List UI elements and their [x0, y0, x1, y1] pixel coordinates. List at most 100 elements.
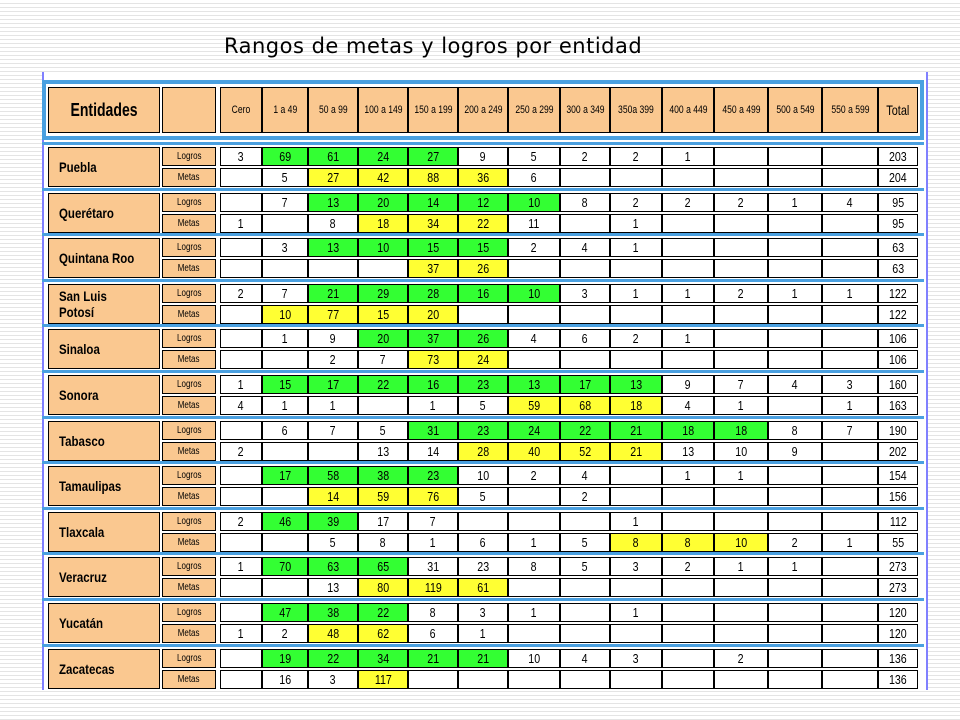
table-cell-text: 7	[330, 423, 336, 438]
table-cell: 16	[458, 284, 508, 303]
header-col-11: 500 a 549	[768, 87, 822, 133]
table-cell-text: 2	[531, 468, 537, 483]
table-cell-text: 1	[238, 216, 244, 231]
row-label-metas-text: Metas	[178, 446, 200, 457]
table-cell	[768, 512, 822, 531]
table-cell-text: 8	[380, 535, 386, 550]
row-label-metas-text: Metas	[178, 674, 200, 685]
table-cell: 39	[308, 512, 358, 531]
table-cell-text: 3	[633, 559, 639, 574]
table-cell: 22	[308, 649, 358, 668]
table-cell-text: 7	[738, 377, 744, 392]
table-cell-text: 10	[377, 240, 389, 255]
table-cell	[262, 442, 308, 461]
table-cell: 22	[358, 375, 408, 394]
table-cell: 70	[262, 557, 308, 576]
table-cell-text: 16	[427, 377, 439, 392]
table-cell-text: 3	[847, 377, 853, 392]
table-cell: 48	[308, 624, 358, 643]
table-cell: 23	[458, 375, 508, 394]
row-label-logros: Logros	[162, 557, 216, 576]
entity-name-text: Puebla	[59, 159, 97, 175]
table-cell	[610, 487, 662, 506]
table-cell-text: 21	[327, 286, 339, 301]
table-cell	[822, 147, 878, 166]
table-cell: 6	[458, 533, 508, 552]
table-cell-text: 160	[889, 377, 907, 392]
table-cell: 76	[408, 487, 458, 506]
entity-name: Tabasco	[48, 421, 160, 461]
table-cell: 160	[878, 375, 918, 394]
table-cell	[768, 259, 822, 278]
header-col-1: 1 a 49	[262, 87, 308, 133]
row-label-metas-text: Metas	[178, 582, 200, 593]
table-cell: 1	[610, 214, 662, 233]
table-cell: 34	[408, 214, 458, 233]
table-cell-text: 5	[330, 535, 336, 550]
table-cell: 17	[358, 512, 408, 531]
entity-name-text: San Luis Potosí	[59, 288, 107, 320]
block-separator	[42, 324, 924, 327]
block-separator	[42, 279, 924, 282]
table-cell-text: 2	[582, 489, 588, 504]
table-cell	[822, 329, 878, 348]
table-cell	[560, 259, 610, 278]
table-cell: 95	[878, 214, 918, 233]
table-cell-text: 1	[633, 216, 639, 231]
table-cell: 37	[408, 259, 458, 278]
block-separator	[42, 233, 924, 236]
table-cell	[768, 350, 822, 369]
table-cell-text: 2	[738, 195, 744, 210]
table-cell	[822, 259, 878, 278]
table-cell: 1	[458, 624, 508, 643]
table-cell	[768, 168, 822, 187]
table-cell: 7	[822, 421, 878, 440]
table-cell-text: 1	[282, 398, 288, 413]
table-cell: 7	[308, 421, 358, 440]
table-cell	[220, 649, 262, 668]
table-cell: 13	[308, 238, 358, 257]
entity-name-text: Tlaxcala	[59, 524, 105, 540]
entity-name-text: Tamaulipas	[59, 478, 122, 494]
table-cell: 1	[714, 396, 768, 415]
table-cell-text: 5	[480, 398, 486, 413]
table-cell-text: 37	[427, 331, 439, 346]
table-cell: 136	[878, 649, 918, 668]
table-cell-text: 70	[279, 559, 291, 574]
table-cell: 120	[878, 624, 918, 643]
table-cell-text: 10	[735, 444, 747, 459]
table-cell-text: 27	[427, 149, 439, 164]
table-cell-text: 13	[630, 377, 642, 392]
table-cell-text: 16	[279, 672, 291, 687]
table-cell: 2	[662, 193, 714, 212]
table-cell: 1	[610, 603, 662, 622]
table-cell: 10	[358, 238, 408, 257]
row-label-logros-text: Logros	[176, 197, 202, 208]
block-separator	[42, 416, 924, 419]
table-cell	[662, 649, 714, 668]
table-cell-text: 17	[279, 468, 291, 483]
table-cell-text: 27	[327, 170, 339, 185]
table-cell	[822, 442, 878, 461]
table-cell	[714, 238, 768, 257]
table-cell	[822, 624, 878, 643]
header-col-6-text: 250 a 299	[514, 104, 554, 116]
table-cell	[714, 350, 768, 369]
table-cell: 1	[508, 533, 560, 552]
row-label-logros-text: Logros	[176, 425, 202, 436]
table-cell-text: 106	[889, 331, 907, 346]
table-cell: 34	[358, 649, 408, 668]
table-cell-text: 1	[738, 468, 744, 483]
table-cell: 117	[358, 670, 408, 689]
table-cell-text: 2	[582, 149, 588, 164]
entity-name: Puebla	[48, 147, 160, 187]
table-cell: 22	[458, 214, 508, 233]
row-label-metas: Metas	[162, 168, 216, 187]
table-cell-text: 10	[279, 307, 291, 322]
table-cell-text: 8	[330, 216, 336, 231]
header-col-10: 450 a 499	[714, 87, 768, 133]
table-cell: 65	[358, 557, 408, 576]
table-cell-text: 2	[685, 195, 691, 210]
table-cell-text: 2	[330, 352, 336, 367]
table-cell: 23	[408, 466, 458, 485]
